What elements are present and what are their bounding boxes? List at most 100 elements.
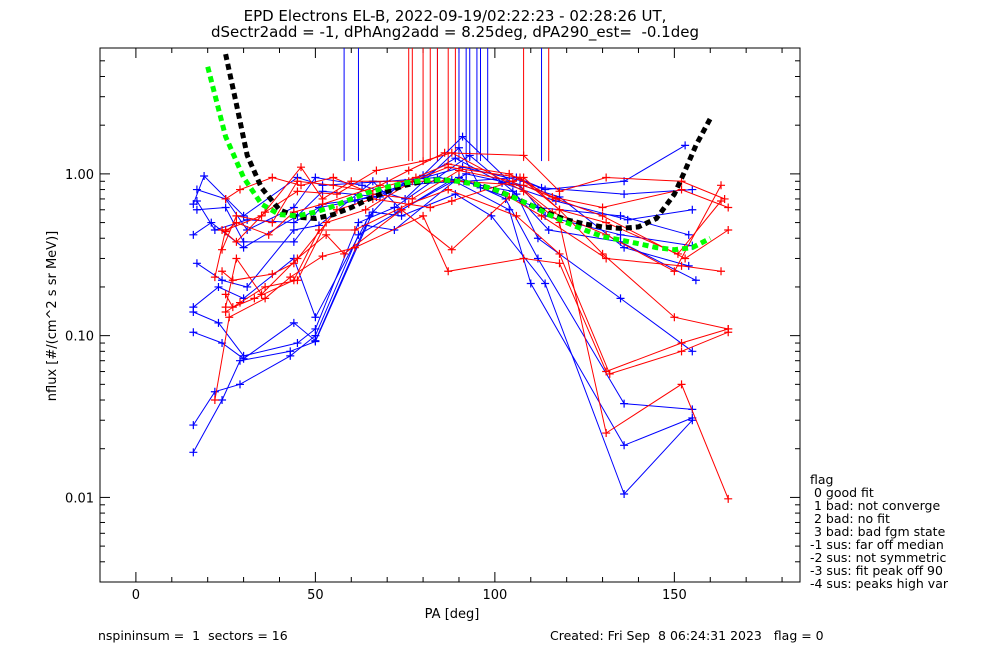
legend-item: -2 sus: not symmetric [810, 550, 947, 565]
data-point [602, 173, 611, 182]
data-point [218, 396, 227, 405]
data-point [243, 282, 252, 291]
data-point [724, 203, 733, 212]
data-point [724, 494, 733, 503]
data-point [419, 211, 428, 220]
data-point [311, 337, 320, 346]
data-point [462, 169, 471, 178]
data-point [451, 190, 460, 199]
data-point [688, 347, 697, 356]
data-point [286, 347, 295, 356]
data-point [372, 166, 381, 175]
data-point [340, 249, 349, 258]
data-point [221, 227, 230, 236]
data-point [533, 234, 542, 243]
data-point [297, 163, 306, 172]
data-point [329, 181, 338, 190]
data-point [289, 318, 298, 327]
data-point [677, 261, 686, 270]
data-point [717, 181, 726, 190]
data-point [551, 194, 560, 203]
data-point [358, 181, 367, 190]
fit-curves [205, 53, 713, 253]
data-point [598, 249, 607, 258]
data-point [670, 267, 679, 276]
data-point [221, 203, 230, 212]
data-point [688, 185, 697, 194]
data-point [189, 328, 198, 337]
x-tick-label: 100 [482, 588, 507, 603]
data-point [533, 254, 542, 263]
series-line [225, 166, 722, 313]
data-point [210, 273, 219, 282]
data-point [232, 218, 241, 227]
data-point [329, 173, 338, 182]
data-point [239, 211, 248, 220]
data-point [548, 192, 557, 201]
data-point [239, 237, 248, 246]
data-point [616, 230, 625, 239]
data-point [261, 208, 270, 217]
series-line [193, 154, 693, 357]
data-point [688, 416, 697, 425]
data-point [419, 157, 428, 166]
flag-legend: flag 0 good fit 1 bad: not converge 2 ba… [810, 473, 948, 590]
data-point [444, 163, 453, 172]
plot-axes: 0 50 100 150 0.01 0.10 1.00 [65, 47, 801, 603]
data-point [214, 282, 223, 291]
data-point [311, 173, 320, 182]
data-point [670, 313, 679, 322]
data-point [720, 194, 729, 203]
data-point [620, 441, 629, 450]
data-point [218, 225, 227, 234]
data-point [505, 205, 514, 214]
data-point [236, 298, 244, 307]
data-point [350, 225, 359, 234]
data-point [677, 347, 686, 356]
data-point [440, 148, 449, 157]
data-point [620, 399, 629, 408]
data-point [684, 230, 693, 239]
data-point [519, 151, 528, 160]
data-point [684, 261, 693, 270]
data-point [454, 166, 463, 175]
legend-title: flag [810, 472, 834, 487]
data-point [214, 318, 223, 327]
footer-spin-info: nspininsum = 1 sectors = 16 [98, 628, 288, 643]
data-point [207, 218, 216, 227]
data-point [620, 190, 629, 199]
data-point [250, 294, 259, 303]
data-point [318, 200, 327, 209]
data-point [218, 276, 227, 285]
data-point [616, 211, 625, 220]
data-point [458, 132, 467, 141]
data-point [210, 396, 219, 405]
data-point [465, 151, 474, 160]
data-point [347, 177, 356, 186]
y-axis-label: nflux [#/(cm^2 s sr MeV)] [45, 231, 60, 401]
data-point [447, 245, 456, 254]
data-point [717, 267, 726, 276]
data-point [519, 254, 528, 263]
y-tick-label: 0.10 [65, 330, 94, 345]
data-point [189, 308, 198, 317]
data-series [189, 132, 733, 503]
legend-item: 2 bad: no fit [810, 511, 890, 526]
data-point [620, 489, 629, 498]
y-tick-label: 1.00 [65, 168, 94, 183]
data-point [236, 185, 244, 194]
fit-curve [205, 66, 712, 253]
data-point [192, 205, 201, 214]
data-point [541, 185, 550, 194]
series-line [214, 215, 729, 401]
footer-created-info: Created: Fri Sep 8 06:24:31 2023 flag = … [550, 628, 824, 643]
data-point [602, 429, 611, 438]
data-point [243, 215, 252, 224]
data-point [314, 225, 323, 234]
data-point [189, 448, 198, 457]
series-line [192, 179, 693, 446]
data-point [189, 421, 198, 430]
data-point [243, 225, 252, 234]
data-point [526, 279, 535, 288]
